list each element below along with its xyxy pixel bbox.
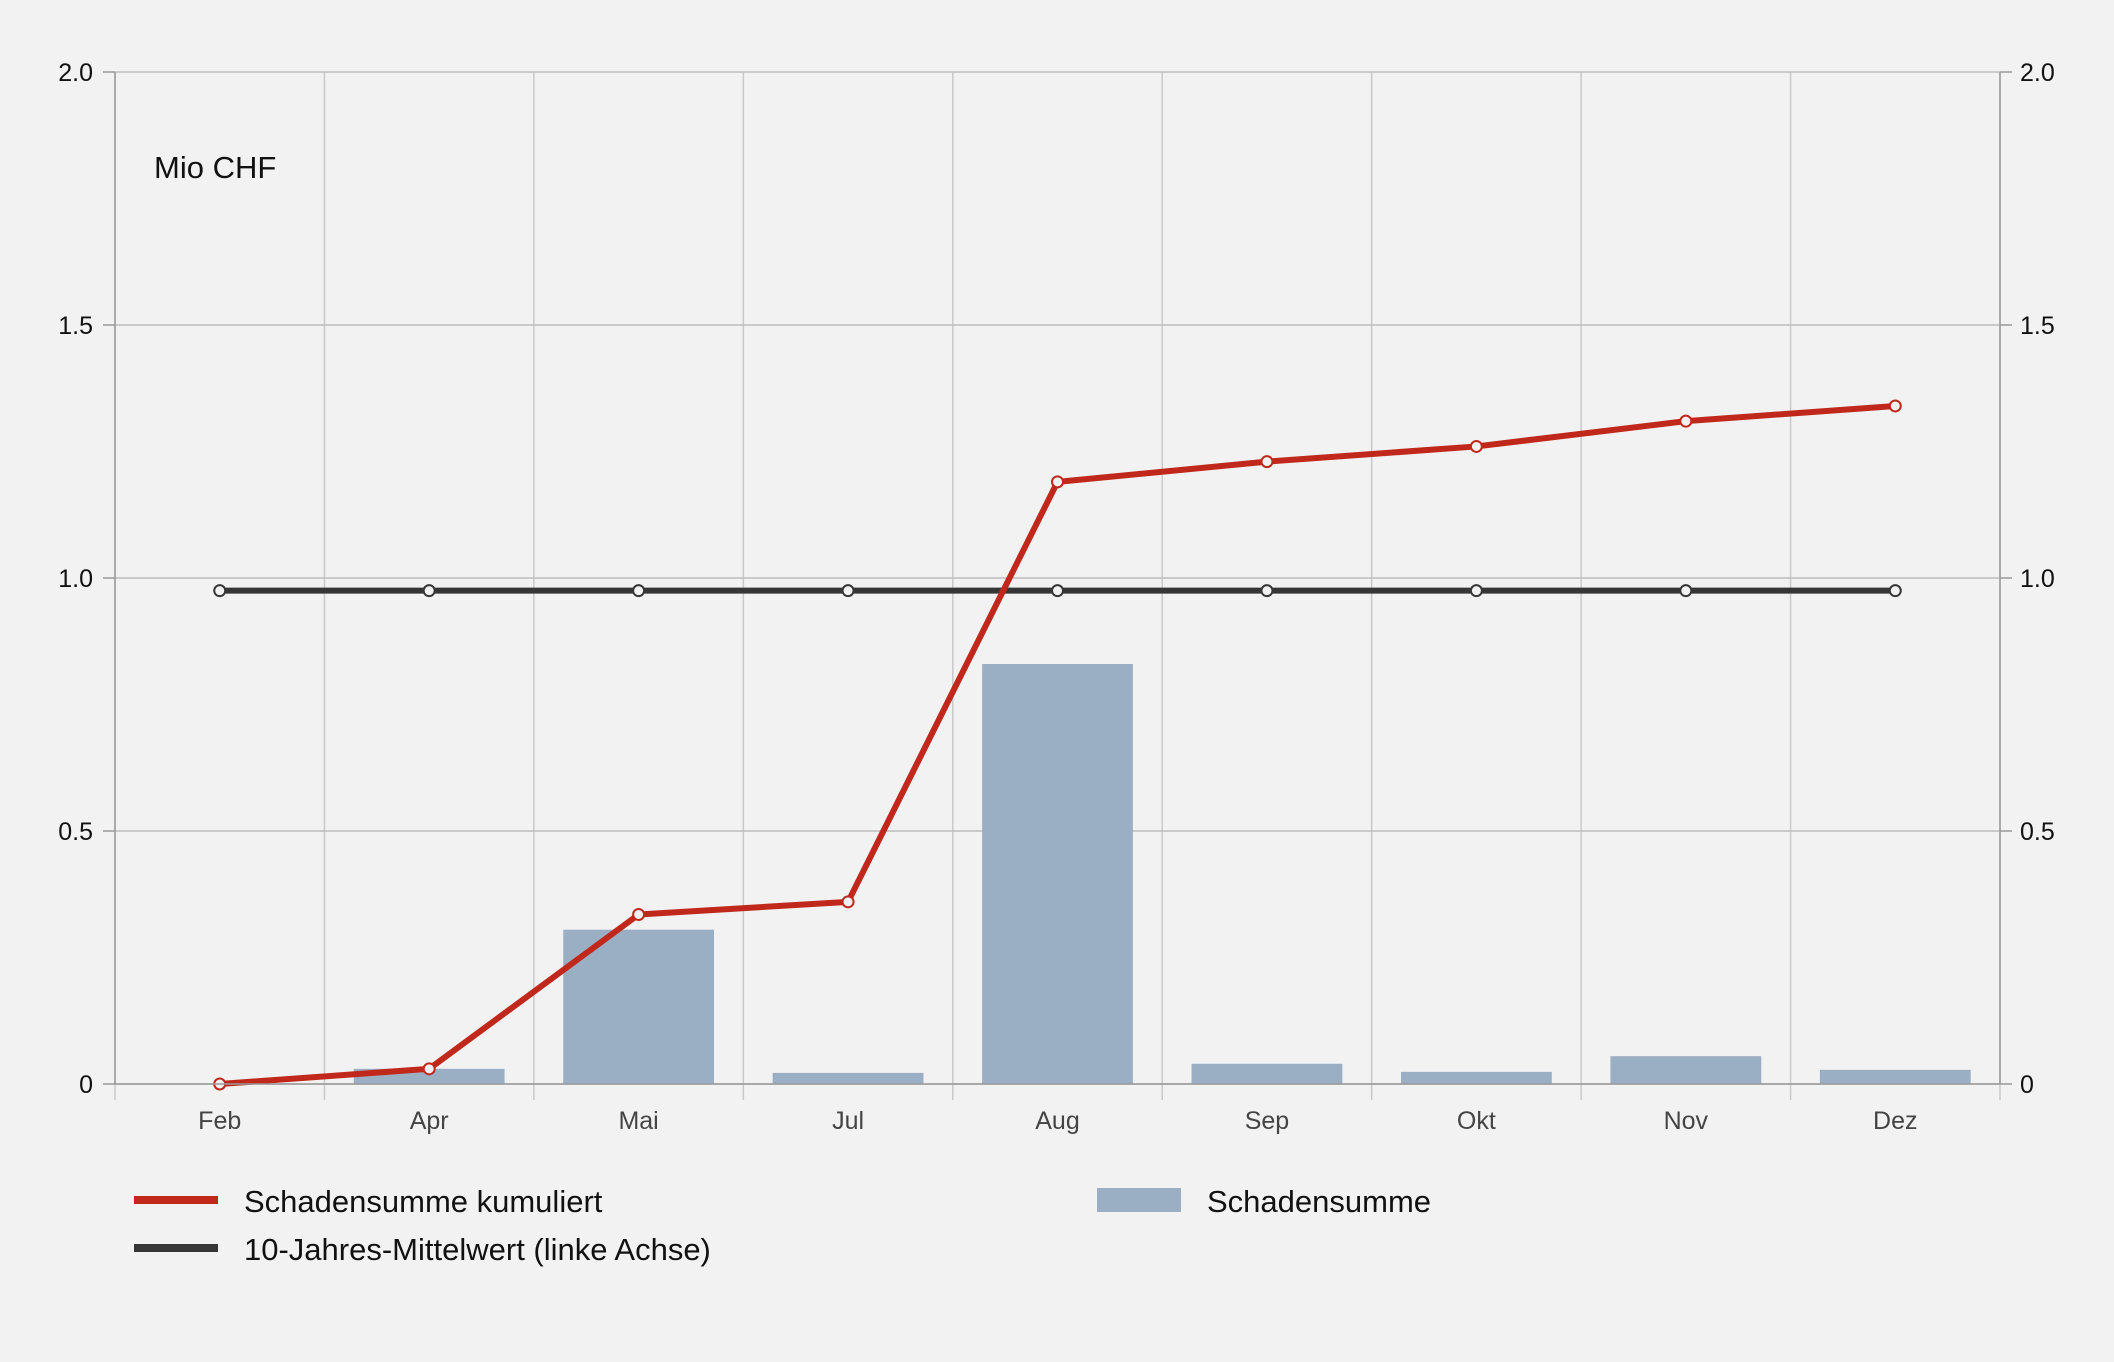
line-marker bbox=[632, 584, 646, 598]
line-marker bbox=[632, 907, 646, 921]
bar bbox=[982, 664, 1133, 1084]
y-left-tick-label: 2.0 bbox=[58, 59, 93, 87]
x-tick-label: Aug bbox=[1035, 1107, 1079, 1135]
bar bbox=[1610, 1056, 1762, 1084]
line-marker bbox=[1051, 584, 1064, 598]
legend-label: 10-Jahres-Mittelwert (linke Achse) bbox=[244, 1232, 711, 1267]
legend-item: Schadensumme kumuliert bbox=[134, 1184, 603, 1219]
line-marker bbox=[1679, 414, 1693, 428]
legend: Schadensumme kumuliert 10-Jahres-Mittelwe… bbox=[134, 1184, 1431, 1267]
line-marker bbox=[422, 1062, 436, 1076]
x-tick-label: Nov bbox=[1664, 1107, 1709, 1135]
line-marker bbox=[1469, 584, 1483, 598]
y-right-tick-label: 1.5 bbox=[2020, 312, 2055, 340]
line-marker bbox=[422, 584, 436, 598]
y-right-tick-label: 0.5 bbox=[2020, 818, 2055, 846]
y-left-tick-label: 0.5 bbox=[58, 818, 93, 846]
line-marker bbox=[841, 895, 855, 909]
legend-item: Schadensumme bbox=[1097, 1184, 1431, 1219]
bar bbox=[772, 1072, 924, 1084]
bar bbox=[563, 929, 715, 1084]
bar-series bbox=[353, 664, 1971, 1084]
legend-item: 10-Jahres-Mittelwert (linke Achse) bbox=[134, 1232, 711, 1267]
legend-swatch-bar bbox=[1097, 1188, 1181, 1212]
line-marker bbox=[1888, 399, 1902, 413]
line-marker bbox=[1051, 475, 1064, 489]
x-tick-label: Apr bbox=[410, 1107, 449, 1135]
legend-label: Schadensumme kumuliert bbox=[244, 1184, 603, 1219]
bar bbox=[1191, 1063, 1343, 1084]
x-tick-label: Sep bbox=[1245, 1107, 1289, 1135]
legend-label: Schadensumme bbox=[1207, 1184, 1431, 1219]
line-marker bbox=[1260, 584, 1274, 598]
unit-label: Mio CHF bbox=[154, 150, 276, 185]
y-right-tick-label: 1.0 bbox=[2020, 565, 2055, 593]
y-right-tick-label: 0 bbox=[2020, 1071, 2034, 1099]
line-marker bbox=[841, 584, 855, 598]
x-tick-label: Feb bbox=[198, 1107, 241, 1135]
bar bbox=[1819, 1069, 1971, 1084]
line-marker bbox=[1888, 584, 1902, 598]
line-marker bbox=[1469, 439, 1483, 453]
line-marker bbox=[213, 584, 227, 598]
y-right-tick-label: 2.0 bbox=[2020, 59, 2055, 87]
y-left-tick-label: 1.5 bbox=[58, 312, 93, 340]
x-tick-label: Jul bbox=[832, 1107, 864, 1135]
line-marker bbox=[1679, 584, 1693, 598]
x-tick-label: Mai bbox=[618, 1107, 658, 1135]
bar bbox=[1400, 1071, 1552, 1084]
x-tick-label: Okt bbox=[1457, 1107, 1496, 1135]
y-left-tick-label: 1.0 bbox=[58, 565, 93, 593]
x-tick-label: Dez bbox=[1873, 1107, 1917, 1135]
axes: 0 0 0.5 0.5 1.0 1.0 1.5 1.5 2.0 2.0 Feb Apr Mai Jul Au… bbox=[58, 59, 2055, 1135]
line-marker bbox=[1260, 455, 1274, 469]
y-left-tick-label: 0 bbox=[79, 1071, 93, 1099]
